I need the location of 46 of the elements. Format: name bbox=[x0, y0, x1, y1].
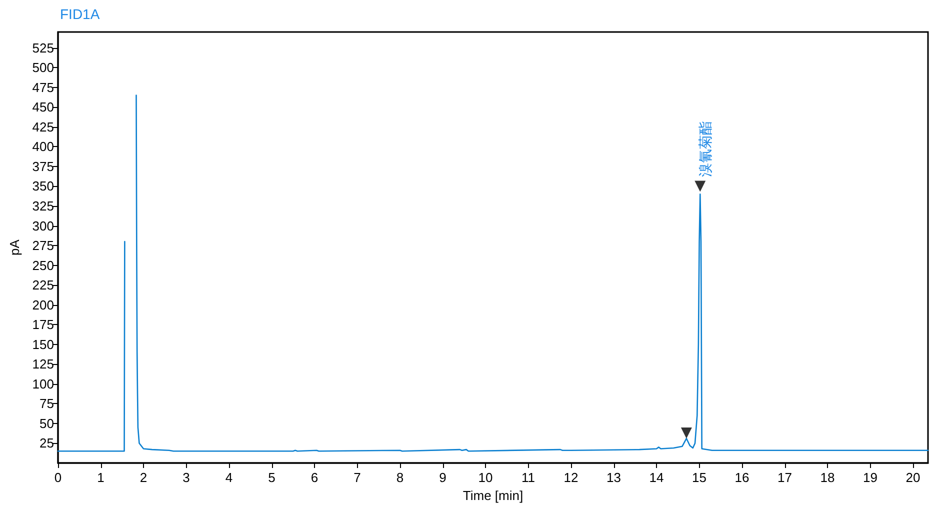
y-tick-label: 325 bbox=[32, 198, 54, 214]
y-tick-label: 100 bbox=[32, 376, 54, 392]
x-tick-label: 10 bbox=[478, 470, 493, 485]
y-tick-label: 150 bbox=[32, 336, 54, 352]
x-axis-title: Time [min] bbox=[462, 488, 524, 503]
y-tick-label: 500 bbox=[32, 60, 54, 76]
y-tick-label: 25 bbox=[40, 436, 54, 451]
y-tick-label: 475 bbox=[32, 80, 54, 95]
x-tick-label: 13 bbox=[606, 470, 622, 485]
x-tick-label: 6 bbox=[310, 470, 318, 485]
x-tick-label: 7 bbox=[354, 470, 361, 485]
y-tick-label: 200 bbox=[32, 297, 54, 312]
y-tick-label: 250 bbox=[32, 258, 54, 273]
x-tick-label: 17 bbox=[778, 470, 792, 485]
y-tick-label: 350 bbox=[32, 178, 54, 194]
x-tick-label: 12 bbox=[564, 470, 578, 485]
x-tick-label: 8 bbox=[396, 470, 404, 485]
y-tick-label: 50 bbox=[40, 416, 54, 431]
x-tick-label: 9 bbox=[439, 470, 446, 485]
annotation: 溴氰菊酯 bbox=[698, 121, 714, 178]
x-tick-label: 4 bbox=[225, 470, 233, 485]
y-tick-label: 225 bbox=[32, 278, 54, 293]
x-tick-label: 19 bbox=[863, 470, 878, 485]
x-tick-label: 0 bbox=[54, 470, 62, 485]
y-tick-label: 175 bbox=[32, 317, 54, 332]
y-tick-label: 125 bbox=[32, 356, 54, 372]
x-tick-label: 20 bbox=[906, 470, 920, 485]
x-tick-label: 14 bbox=[649, 470, 664, 485]
y-axis-title: pA bbox=[7, 239, 22, 256]
y-tick-label: 425 bbox=[32, 119, 54, 134]
y-tick-label: 400 bbox=[32, 139, 54, 154]
x-tick-label: 5 bbox=[268, 470, 276, 485]
x-tick-label: 3 bbox=[182, 470, 190, 485]
y-tick-label: 275 bbox=[32, 238, 54, 254]
x-tick-label: 15 bbox=[692, 470, 707, 485]
x-tick-label: 18 bbox=[820, 470, 835, 485]
y-tick-label: 75 bbox=[40, 396, 54, 412]
chart-title: FID1A bbox=[60, 6, 100, 22]
y-tick-label: 525 bbox=[32, 40, 54, 56]
x-tick-label: 11 bbox=[522, 470, 536, 485]
y-tick-label: 450 bbox=[32, 100, 54, 115]
y-tick-label: 300 bbox=[32, 218, 54, 234]
y-tick-label: 375 bbox=[32, 158, 54, 174]
x-tick-label: 2 bbox=[140, 470, 148, 485]
x-tick-label: 1 bbox=[97, 470, 104, 485]
x-tick-label: 16 bbox=[734, 470, 750, 485]
